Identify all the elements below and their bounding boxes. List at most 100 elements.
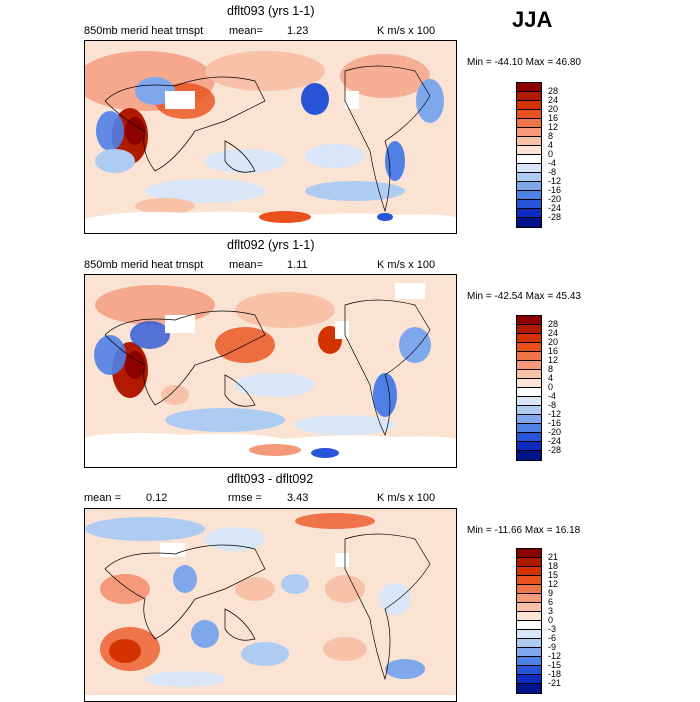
colorbar-tick-label: 28	[548, 86, 559, 96]
colorbar-segment	[517, 666, 541, 675]
colorbar-segment	[517, 639, 541, 648]
colorbar-segment	[517, 316, 541, 325]
panel3-mean-value: 0.12	[146, 492, 168, 504]
colorbar-segment	[517, 110, 541, 119]
panel2-map-svg	[85, 275, 456, 467]
colorbar-segment	[517, 119, 541, 128]
panel3-map-svg	[85, 509, 456, 695]
panel1-map-svg	[85, 41, 456, 233]
colorbar-tick-label: 18	[548, 561, 559, 571]
colorbar-tick-label: -3	[548, 624, 557, 634]
colorbar-segment	[517, 209, 541, 218]
colorbar-tick-label: 24	[548, 95, 559, 105]
colorbar-tick-label: -16	[548, 185, 562, 195]
colorbar-segment	[517, 424, 541, 433]
colorbar-segment	[517, 343, 541, 352]
panel3-rmse-value: 3.43	[287, 492, 309, 504]
colorbar-segment	[517, 397, 541, 406]
panel2-subtitle: 850mb merid heat trnspt	[84, 259, 204, 271]
colorbar-tick-label: -28	[548, 212, 562, 222]
colorbar-tick-label: 6	[548, 597, 554, 607]
colorbar-segment	[517, 101, 541, 110]
panel2-map	[84, 274, 457, 468]
panel1-units: K m/s x 100	[377, 25, 436, 37]
colorbar-segment	[517, 648, 541, 657]
colorbar-tick-label: 21	[548, 552, 559, 562]
colorbar-tick-label: -15	[548, 660, 562, 670]
colorbar-segment	[517, 621, 541, 630]
colorbar-segment	[517, 128, 541, 137]
colorbar-segment	[517, 370, 541, 379]
colorbar-segment	[517, 549, 541, 558]
colorbar-segment	[517, 379, 541, 388]
colorbar-segment	[517, 164, 541, 173]
colorbar-segment	[517, 433, 541, 442]
colorbar-segment	[517, 92, 541, 101]
colorbar-segment	[517, 657, 541, 666]
panel2-units: K m/s x 100	[377, 259, 436, 271]
panel1-subtitle: 850mb merid heat trnspt	[84, 25, 204, 37]
colorbar-tick-label: -24	[548, 203, 562, 213]
colorbar-tick-label: 0	[548, 149, 554, 159]
colorbar-segment	[517, 325, 541, 334]
colorbar-tick-label: -9	[548, 642, 557, 652]
colorbar-tick-label: 8	[548, 364, 554, 374]
colorbar-segment	[517, 684, 541, 693]
colorbar-segment	[517, 155, 541, 164]
colorbar-tick-label: -24	[548, 436, 562, 446]
colorbar-segment	[517, 137, 541, 146]
colorbar-segment	[517, 83, 541, 92]
colorbar-segment	[517, 594, 541, 603]
colorbar-tick-label: 4	[548, 373, 554, 383]
colorbar-tick-label: 12	[548, 355, 559, 365]
panel3-mean-label: mean =	[84, 492, 121, 504]
panel2-mean-label: mean=	[229, 259, 263, 271]
colorbar-tick-label: -12	[548, 651, 562, 661]
colorbar-segment	[517, 146, 541, 155]
colorbar-tick-label: 24	[548, 328, 559, 338]
panel3-units: K m/s x 100	[377, 492, 436, 504]
colorbar-segment	[517, 558, 541, 567]
colorbar-segment	[517, 451, 541, 460]
colorbar-tick-label: -21	[548, 678, 562, 688]
colorbar-tick-label: 20	[548, 104, 559, 114]
panel1-minmax: Min = -44.10 Max = 46.80	[467, 57, 581, 68]
colorbar-tick-label: -18	[548, 669, 562, 679]
panel2-mean-value: 1.11	[287, 259, 308, 271]
colorbar-tick-label: 12	[548, 579, 559, 589]
colorbar-segment	[517, 182, 541, 191]
colorbar-tick-label: 28	[548, 319, 559, 329]
colorbar-segment	[517, 567, 541, 576]
colorbar-segment	[517, 200, 541, 209]
colorbar-segment	[517, 442, 541, 451]
colorbar-tick-label: 16	[548, 113, 559, 123]
colorbar-tick-label: 15	[548, 570, 559, 580]
colorbar-segment	[517, 218, 541, 227]
colorbar-tick-label: 0	[548, 382, 554, 392]
panel1-map	[84, 40, 457, 234]
panel3-rmse-label: rmse =	[228, 492, 262, 504]
colorbar-tick-label: 9	[548, 588, 554, 598]
colorbar-tick-label: 20	[548, 337, 559, 347]
colorbar-tick-label: -12	[548, 176, 562, 186]
colorbar-tick-label: -20	[548, 194, 562, 204]
colorbar-tick-label: 0	[548, 615, 554, 625]
panel3-map	[84, 508, 457, 702]
colorbar-segment	[517, 603, 541, 612]
panel3-minmax: Min = -11.66 Max = 16.18	[467, 525, 581, 536]
colorbar-segment	[517, 630, 541, 639]
colorbar-segment	[517, 675, 541, 684]
panel1-title: dflt093 (yrs 1-1)	[227, 4, 315, 18]
season-label: JJA	[512, 7, 553, 32]
colorbar-tick-label: -4	[548, 391, 557, 401]
panel1-mean-value: 1.23	[287, 25, 309, 37]
colorbar-tick-label: -20	[548, 427, 562, 437]
colorbar-segment	[517, 173, 541, 182]
colorbar-tick-label: -8	[548, 167, 557, 177]
panel1-mean-label: mean=	[229, 25, 263, 37]
colorbar-tick-label: 8	[548, 131, 554, 141]
colorbar-segment	[517, 406, 541, 415]
colorbar-segment	[517, 334, 541, 343]
colorbar-tick-label: -12	[548, 409, 562, 419]
panel3-colorbar	[516, 548, 542, 694]
